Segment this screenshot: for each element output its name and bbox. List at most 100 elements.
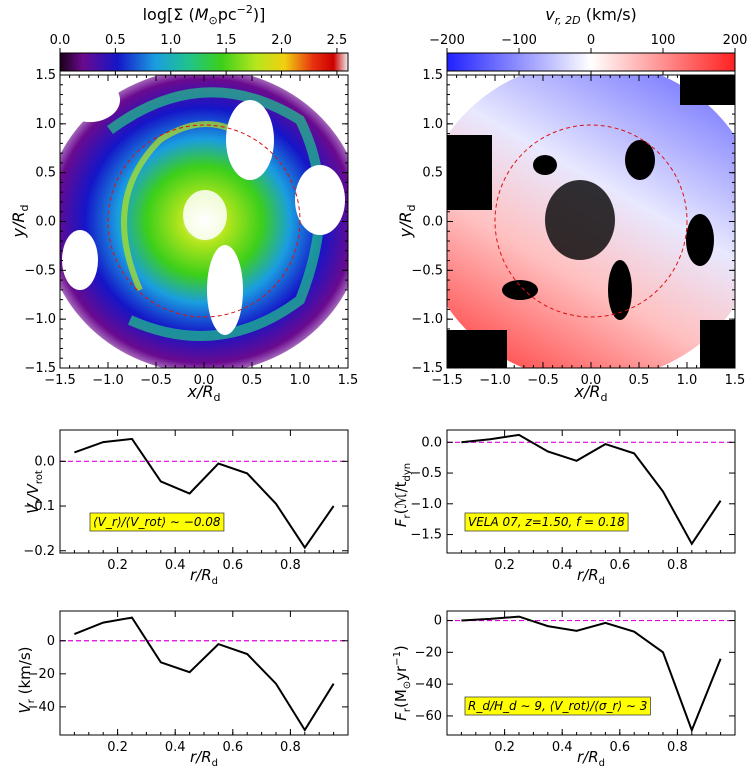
y-tick-label: −1.5 [410, 528, 442, 543]
x-tick-label: 0.5 [629, 373, 650, 388]
vr-map-ylabel: y/Rd [396, 205, 418, 239]
x-tick-label: −1.5 [431, 373, 463, 388]
sigma-map-xlabel: x/Rd [187, 382, 221, 404]
vr-vrot-ylabel: Vr/Vrot [24, 470, 45, 514]
vr-colorbar-ticks: −200 −100 0 100 200 [429, 33, 747, 75]
sigma-map-hole [60, 78, 120, 122]
series-line [74, 437, 335, 550]
y-tick-label: 0.0 [35, 215, 56, 230]
x-tick-label: 1.0 [677, 373, 698, 388]
annotation-box [89, 512, 225, 532]
colorbar-tick-label: 2.0 [271, 33, 292, 48]
vr-vrot-xlabel: r/Rd [190, 566, 218, 587]
y-tick-label: −20 [28, 667, 55, 682]
y-tick-label: −0.2 [23, 544, 55, 559]
sigma-colorbar-ticks: 0.0 0.5 1.0 1.5 2.0 2.5 [50, 33, 348, 75]
vr-map-void [447, 135, 492, 210]
x-tick-label: 0.2 [107, 558, 128, 573]
x-tick-label: 0.5 [242, 373, 263, 388]
vr-map-void [545, 180, 615, 260]
vr-colorbar-title: vr, 2D (km/s) [545, 5, 637, 27]
vr-map-xlabel: x/Rd [574, 382, 608, 404]
x-tick-label: 0.8 [280, 558, 301, 573]
plot-frame [446, 429, 736, 554]
flux-msun-xlabel: r/Rd [577, 748, 605, 769]
annotation-label: R_d/H_d ∼ 9, ⟨V_rot⟩/⟨σ_r⟩ ∼ 3 [468, 699, 647, 713]
vr-kms-xlabel: r/Rd [190, 748, 218, 769]
vr-map-void [625, 140, 655, 180]
y-tick-label: 1.5 [35, 68, 56, 83]
flux-tdyn-ylabel: Fr(ℳ/tdyn [392, 463, 413, 527]
vr-map-axes: −1.5 −1.0 −0.5 0.0 0.5 1.0 1.5 −1.5 −1.0 −0.5 0.0 0… [411, 68, 745, 388]
plot-frame [59, 610, 349, 736]
y-tick-label: 1.0 [35, 117, 56, 132]
sigma-map-panel: −1.5 −1.0 −0.5 0.0 0.5 1.0 1.5 −1.5 −1.0 −0.5 0.0 0… [9, 68, 359, 404]
vr-map-void [447, 330, 507, 368]
colorbar-tick-label: 200 [723, 33, 748, 48]
annotation-label: VELA 07, z=1.50, f = 0.18 [468, 515, 625, 529]
x-tick-label: 0.4 [552, 740, 573, 755]
x-tick-label: 1.5 [338, 373, 359, 388]
sigma-map-ylabel: y/Rd [9, 205, 31, 239]
colorbar-tick-label: 2.5 [327, 33, 348, 48]
y-tick-label: 0.5 [35, 166, 56, 181]
y-tick-label: 0.0 [421, 435, 442, 450]
vr-colorbar: vr, 2D (km/s) −200 −100 0 100 200 [429, 5, 747, 75]
colorbar-tick-label: 1.0 [160, 33, 181, 48]
y-tick-label: −60 [415, 709, 442, 724]
annotation-box [464, 512, 629, 532]
colorbar-tick-label: −100 [501, 33, 537, 48]
vr-kms-plot: Vr (km/s) r/Rd 0.2 0.4 0.6 0.8 0 −20 −40 [16, 610, 349, 769]
plot-frame [446, 610, 736, 736]
y-tick-label: −1.0 [411, 312, 443, 327]
x-tick-label: 1.5 [725, 373, 746, 388]
y-tick-label: −1.5 [411, 361, 443, 376]
sigma-map-hole [295, 165, 345, 235]
x-tick-label: 0.4 [165, 558, 186, 573]
x-tick-label: 0.6 [609, 558, 630, 573]
vr-map-void [686, 214, 714, 266]
x-tick-label: 0.2 [494, 558, 515, 573]
x-tick-label: 0.2 [107, 740, 128, 755]
colorbar-tick-label: −200 [429, 33, 465, 48]
vr-vrot-plot: Vr/Vrot r/Rd 0.2 0.4 0.6 0.8 0.0 −0.1 −0.2 ⟨V_r… [23, 429, 349, 587]
vr-kms-ylabel: Vr (km/s) [16, 646, 37, 713]
y-tick-label: −0.5 [410, 466, 442, 481]
vr-map-panel: −1.5 −1.0 −0.5 0.0 0.5 1.0 1.5 −1.5 −1.0 −0.5 0.0 0… [396, 68, 745, 404]
y-tick-label: 1.5 [422, 68, 443, 83]
series-line [461, 615, 722, 733]
flux-msun-ylabel: Fr(M⊙yr−1) [392, 645, 413, 721]
y-tick-label: 0 [47, 634, 55, 649]
sigma-map-hole [207, 245, 243, 335]
y-tick-label: 0.5 [422, 166, 443, 181]
y-tick-label: −40 [415, 677, 442, 692]
y-tick-label: −1.0 [410, 497, 442, 512]
annotation-label: ⟨V_r⟩/⟨V_rot⟩ ∼ −0.08 [93, 515, 221, 529]
series-line [461, 433, 722, 546]
x-tick-label: 0.6 [609, 740, 630, 755]
y-tick-label: −1.0 [24, 312, 56, 327]
sigma-map-hole [62, 230, 98, 290]
x-tick-label: 0.2 [494, 740, 515, 755]
vr-map-void [608, 260, 632, 320]
colorbar-tick-label: 100 [651, 33, 676, 48]
y-tick-label: 1.0 [422, 117, 443, 132]
sigma-colorbar-title: log[Σ (M⊙pc−2)] [143, 3, 266, 27]
x-tick-label: 0.0 [581, 373, 602, 388]
x-tick-label: 0.8 [280, 740, 301, 755]
y-tick-label: −40 [28, 700, 55, 715]
sigma-colorbar-gradient [59, 52, 349, 72]
x-tick-label: 0.4 [552, 558, 573, 573]
x-tick-label: 1.0 [290, 373, 311, 388]
plot-frame [59, 429, 349, 554]
colorbar-tick-label: 1.5 [216, 33, 237, 48]
sigma-map-hole [183, 190, 227, 240]
vr-map-void [700, 320, 735, 368]
x-tick-label: 0.8 [667, 740, 688, 755]
sigma-map-hole [226, 100, 274, 180]
x-tick-label: −0.5 [140, 373, 172, 388]
flux-tdyn-plot: Fr(ℳ/tdyn r/Rd 0.2 0.4 0.6 0.8 0.0 −0.5 −1.0 −1… [392, 429, 736, 587]
annotation-box [464, 696, 651, 716]
vr-map-void [533, 155, 557, 175]
